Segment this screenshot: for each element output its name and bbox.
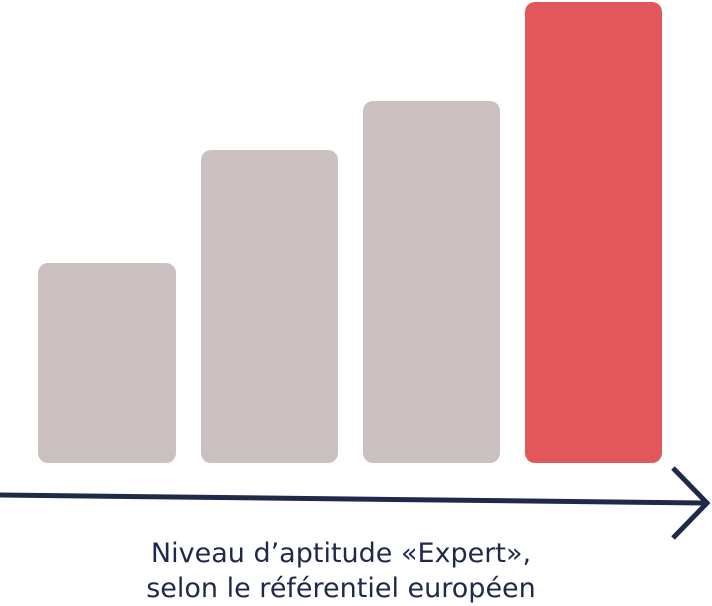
caption-line: Niveau d’aptitude «Expert», [151,538,531,569]
level-bar [38,263,176,463]
axis-arrow-line [0,492,705,506]
axis-arrow-head [671,466,711,540]
level-bar [363,101,500,463]
level-bar [201,150,338,463]
expert-bar [525,2,662,463]
caption-line: selon le référentiel européen [146,573,536,604]
